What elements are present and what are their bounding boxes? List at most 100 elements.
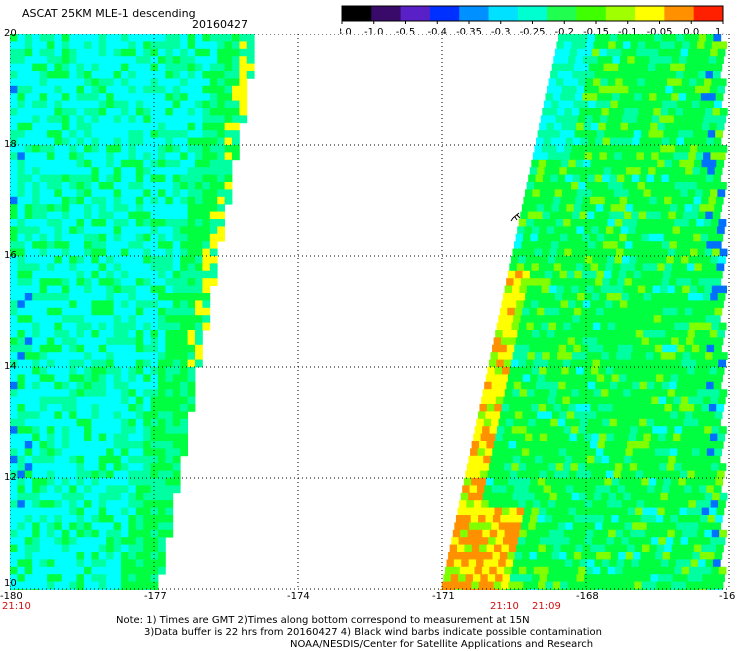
wind-cell: [84, 574, 92, 582]
wind-cell: [486, 441, 495, 449]
wind-cell: [667, 426, 675, 434]
wind-cell: [492, 552, 501, 560]
wind-cell: [647, 448, 656, 457]
wind-cell: [719, 352, 728, 360]
wind-cell: [579, 174, 588, 183]
wind-cell: [662, 552, 671, 560]
wind-cell: [620, 367, 629, 375]
wind-cell: [232, 34, 240, 42]
wind-cell: [641, 196, 650, 205]
wind-cell: [494, 367, 503, 375]
wind-cell: [54, 211, 63, 220]
wind-cell: [10, 56, 18, 64]
wind-cell: [615, 389, 624, 397]
wind-cell: [17, 167, 26, 175]
colorbar-tick-label: -0.3: [491, 27, 511, 36]
wind-cell: [626, 478, 635, 486]
wind-cell: [98, 41, 107, 50]
wind-cell: [550, 71, 558, 79]
wind-cell: [158, 78, 166, 87]
wind-cell: [98, 433, 107, 442]
wind-cell: [606, 330, 614, 338]
wind-cell: [553, 367, 562, 375]
wind-cell: [17, 515, 26, 523]
wind-cell: [187, 115, 196, 124]
wind-cell: [158, 367, 166, 375]
wind-cell: [24, 537, 33, 545]
wind-cell: [69, 433, 77, 442]
wind-cell: [688, 256, 697, 264]
wind-cell: [10, 71, 18, 79]
wind-cell: [17, 137, 26, 146]
wind-cell: [180, 433, 188, 442]
wind-cell: [631, 559, 640, 568]
wind-cell: [692, 374, 701, 383]
wind-cell: [668, 455, 677, 464]
wind-cell: [84, 182, 92, 190]
wind-cell: [530, 337, 539, 346]
lat-label-16: 16: [4, 250, 17, 261]
wind-cell: [91, 167, 100, 175]
wind-cell: [499, 485, 507, 494]
wind-cell: [640, 411, 649, 420]
wind-cell: [653, 352, 662, 360]
wind-cell: [578, 529, 587, 538]
wind-cell: [614, 463, 623, 471]
wind-cell: [224, 145, 233, 153]
wind-cell: [172, 411, 181, 420]
wind-cell: [76, 581, 85, 590]
wind-cell: [652, 41, 661, 50]
wind-cell: [575, 441, 584, 449]
wind-cell: [135, 278, 144, 286]
wind-cell: [712, 455, 721, 464]
wind-cell: [690, 352, 699, 360]
wind-cell: [54, 337, 63, 346]
wind-cell: [530, 441, 539, 449]
wind-cell: [559, 130, 568, 138]
wind-cell: [650, 574, 659, 582]
wind-cell: [121, 552, 129, 560]
wind-cell: [187, 130, 196, 138]
wind-cell: [717, 396, 726, 405]
wind-cell: [531, 226, 540, 235]
wind-cell: [538, 300, 547, 309]
wind-cell: [150, 455, 159, 464]
wind-cell: [515, 270, 523, 279]
wind-cell: [84, 433, 92, 442]
wind-cell: [561, 507, 569, 516]
wind-cell: [647, 307, 656, 316]
wind-cell: [686, 507, 695, 516]
wind-cell: [650, 433, 659, 442]
wind-cell: [526, 566, 535, 575]
wind-cell: [583, 404, 591, 412]
wind-cell: [121, 544, 129, 553]
wind-cell: [10, 529, 18, 538]
wind-cell: [76, 500, 85, 508]
wind-cell: [98, 566, 107, 575]
wind-cell: [128, 145, 137, 153]
wind-cell: [699, 552, 708, 560]
wind-cell: [39, 352, 48, 360]
wind-cell: [611, 515, 620, 523]
wind-cell: [150, 537, 159, 545]
wind-cell: [533, 500, 541, 508]
wind-cell: [649, 544, 658, 553]
wind-cell: [670, 233, 679, 242]
wind-cell: [17, 441, 26, 449]
wind-cell: [691, 522, 699, 531]
wind-cell: [693, 441, 702, 449]
wind-cell: [17, 478, 26, 486]
wind-cell: [494, 507, 503, 516]
wind-cell: [560, 196, 569, 205]
wind-cell: [98, 544, 107, 553]
wind-cell: [69, 115, 77, 124]
wind-cell: [623, 455, 632, 464]
wind-cell: [128, 574, 137, 582]
wind-cell: [17, 100, 26, 109]
wind-cell: [487, 470, 496, 479]
wind-cell: [485, 515, 494, 523]
wind-cell: [135, 492, 144, 501]
wind-cell: [47, 566, 55, 575]
wind-cell: [150, 500, 159, 508]
wind-cell: [686, 441, 695, 449]
